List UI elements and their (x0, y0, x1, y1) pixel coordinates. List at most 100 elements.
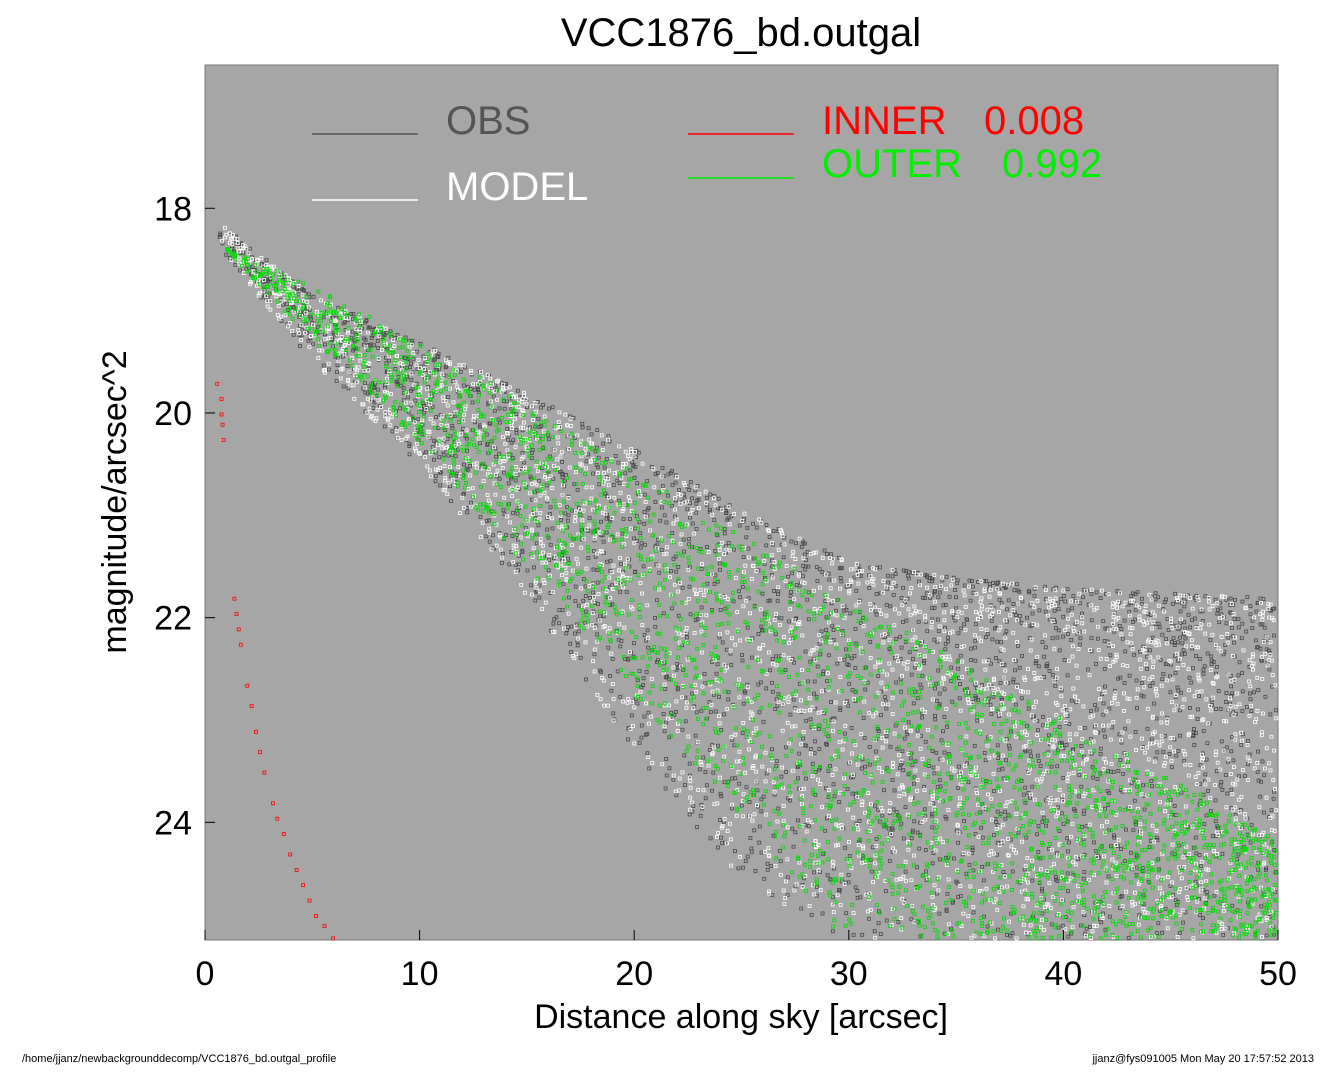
obs-point (901, 768, 906, 773)
obs-point (547, 406, 551, 411)
obs-point (1161, 672, 1166, 676)
obs-point (621, 517, 626, 521)
obs-point (718, 818, 722, 822)
obs-point (416, 417, 421, 422)
obs-point (1101, 712, 1106, 717)
obs-point (1191, 730, 1196, 735)
obs-point (665, 674, 669, 679)
obs-point (930, 825, 935, 830)
obs-point (1179, 690, 1183, 695)
obs-point (715, 662, 720, 667)
obs-point (808, 717, 813, 722)
obs-point (611, 483, 616, 488)
obs-point (909, 672, 914, 677)
obs-point (847, 681, 852, 686)
obs-point (899, 596, 904, 600)
obs-point (1198, 913, 1202, 917)
obs-point (1229, 684, 1233, 689)
obs-point (884, 889, 888, 893)
obs-point (592, 549, 596, 553)
obs-point (1150, 784, 1154, 789)
obs-point (1134, 678, 1139, 683)
obs-point (1228, 610, 1233, 615)
obs-point (962, 622, 966, 627)
obs-point (1041, 715, 1045, 719)
obs-point (491, 394, 496, 399)
obs-point (994, 656, 998, 660)
obs-point (741, 555, 746, 559)
obs-point (670, 503, 674, 508)
obs-point (743, 690, 748, 695)
obs-point (1176, 688, 1181, 693)
obs-point (1263, 694, 1268, 699)
obs-point (946, 635, 950, 640)
obs-point (547, 558, 551, 562)
obs-point (874, 837, 879, 841)
obs-point (376, 346, 381, 350)
obs-point (688, 773, 692, 778)
obs-point (1140, 596, 1144, 601)
obs-point (802, 552, 807, 557)
obs-point (1215, 611, 1220, 616)
obs-point (1003, 816, 1008, 821)
obs-point (1226, 926, 1230, 931)
obs-point (705, 545, 709, 549)
obs-point (1217, 620, 1221, 625)
obs-point (683, 719, 688, 724)
obs-point (840, 629, 845, 633)
obs-point (714, 709, 718, 714)
obs-point (1236, 625, 1241, 630)
obs-point (986, 699, 990, 704)
obs-point (904, 618, 909, 623)
obs-point (1218, 606, 1223, 611)
obs-point (1248, 612, 1253, 617)
obs-point (541, 403, 545, 407)
obs-point (1008, 933, 1013, 938)
obs-point (1098, 596, 1103, 600)
obs-point (1138, 829, 1142, 834)
obs-point (1061, 776, 1066, 780)
obs-point (599, 519, 603, 524)
obs-point (628, 468, 633, 473)
obs-point (520, 450, 525, 455)
obs-point (747, 800, 752, 804)
obs-point (1273, 870, 1278, 874)
obs-point (876, 674, 881, 678)
obs-point (568, 641, 573, 646)
obs-point (470, 400, 475, 405)
obs-point (1173, 671, 1178, 675)
obs-point (1255, 645, 1259, 650)
obs-point (1213, 798, 1218, 803)
obs-point (647, 766, 652, 771)
obs-point (1108, 653, 1113, 658)
obs-point (685, 635, 689, 640)
obs-point (1165, 617, 1170, 621)
obs-point (956, 786, 961, 790)
obs-point (660, 466, 665, 471)
obs-point (628, 517, 632, 521)
obs-point (1017, 665, 1022, 670)
obs-point (1061, 594, 1066, 598)
obs-point (707, 700, 712, 704)
obs-point (797, 786, 801, 791)
obs-point (812, 679, 817, 684)
obs-point (1131, 828, 1136, 833)
obs-point (486, 518, 491, 523)
obs-point (844, 911, 849, 916)
obs-point (943, 625, 947, 630)
obs-point (617, 498, 621, 503)
obs-point (931, 765, 936, 770)
obs-point (992, 789, 996, 793)
obs-point (1224, 700, 1228, 704)
obs-point (233, 262, 238, 267)
obs-point (505, 399, 510, 404)
obs-point (1231, 758, 1236, 763)
obs-point (641, 564, 646, 569)
obs-point (609, 688, 614, 693)
obs-point (1049, 922, 1054, 927)
obs-point (465, 448, 470, 453)
obs-point (899, 821, 904, 826)
obs-point (877, 819, 882, 824)
obs-point (896, 920, 901, 924)
obs-point (1071, 594, 1076, 598)
